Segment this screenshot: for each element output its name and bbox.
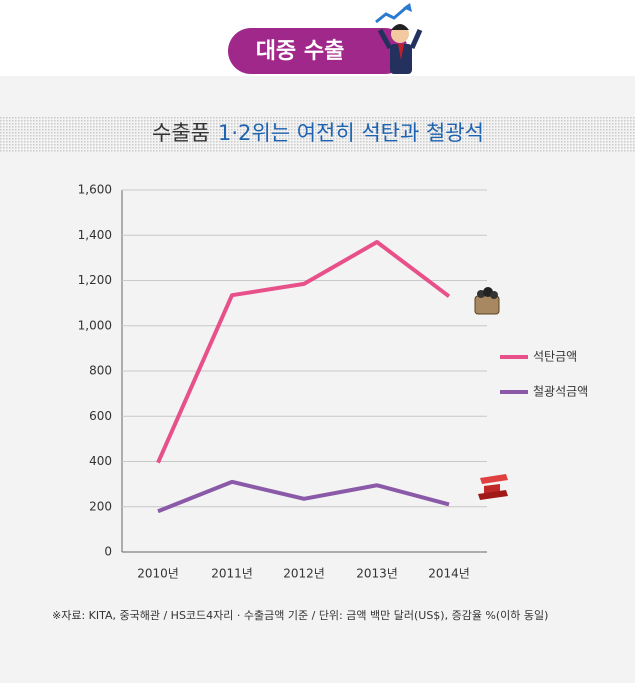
y-tick-label: 400 [89,454,112,468]
y-tick-label: 800 [89,364,112,378]
badge-text: 대중 수출 [256,39,345,64]
figure-icon [375,3,423,74]
y-tick-label: 1,200 [78,273,112,287]
steel-icon [478,474,508,500]
y-tick-label: 1,600 [78,183,112,197]
legend-label: 철광석금액 [533,385,588,399]
coal-icon [474,287,500,315]
y-tick-label: 1,000 [78,318,112,332]
legend-label: 석탄금액 [533,350,577,364]
title-highlight: 1·2위는 여전히 석탄과 철광석 [218,121,484,145]
y-tick-label: 600 [89,409,112,423]
x-tick-label: 2012년 [283,567,325,581]
badge-pill [228,28,408,74]
y-tick-label: 200 [89,499,112,513]
x-tick-label: 2013년 [356,567,398,581]
line-series [157,479,450,514]
y-tick-label: 0 [104,545,112,559]
source-note: ※자료: KITA, 중국해관 / HS코드4자리 · 수출금액 기준 / 단위… [52,608,548,622]
title-band [0,116,635,152]
chart-title: 수출품 1·2위는 여전히 석탄과 철광석 [152,121,484,145]
title-prefix: 수출품 [152,121,210,145]
panel [0,76,635,683]
x-tick-label: 2011년 [211,567,253,581]
x-tick-label: 2010년 [137,567,179,581]
y-tick-label: 1,400 [78,228,112,242]
line-series [156,240,451,464]
x-tick-label: 2014년 [428,567,470,581]
